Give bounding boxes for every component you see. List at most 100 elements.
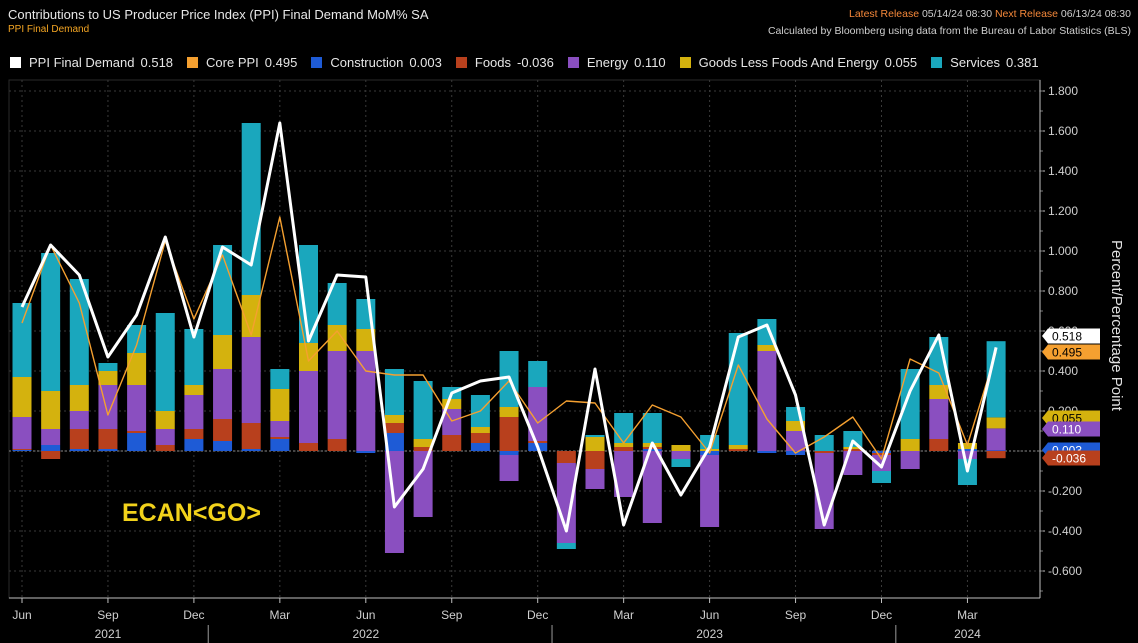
legend-swatch bbox=[567, 56, 579, 68]
legend-value: 0.518 bbox=[140, 54, 174, 70]
y-tick-label: 1.000 bbox=[1048, 244, 1078, 258]
bar-energy bbox=[184, 395, 204, 429]
line-core bbox=[21, 216, 997, 460]
bar-goods bbox=[671, 445, 691, 451]
bar-services bbox=[671, 459, 691, 467]
release-info: Latest Release 05/14/24 08:30 Next Relea… bbox=[849, 8, 1131, 20]
year-label: 2022 bbox=[352, 627, 379, 641]
bar-services bbox=[270, 369, 290, 389]
bar-goods bbox=[757, 345, 777, 351]
x-tick-label: Sep bbox=[785, 608, 807, 622]
legend-item-goods[interactable]: Goods Less Foods And Energy 0.055 bbox=[679, 55, 917, 70]
bar-goods bbox=[929, 385, 949, 399]
bar-goods bbox=[900, 439, 920, 451]
legend-label: Foods bbox=[474, 54, 512, 70]
bar-services bbox=[929, 337, 949, 385]
latest-release-value: 05/14/24 08:30 bbox=[921, 8, 993, 20]
bar-energy bbox=[900, 451, 920, 469]
bar-services bbox=[41, 253, 61, 391]
bar-foods bbox=[241, 423, 261, 449]
bar-services bbox=[213, 245, 233, 335]
bar-goods bbox=[499, 407, 519, 417]
bar-energy bbox=[556, 463, 576, 543]
bar-goods bbox=[299, 343, 318, 371]
bar-construction bbox=[872, 451, 891, 453]
legend-label: Services bbox=[950, 54, 1001, 70]
bar-construction bbox=[69, 449, 89, 451]
legend-label: Energy bbox=[586, 54, 629, 70]
legend-value: -0.036 bbox=[517, 54, 554, 70]
legend-swatch bbox=[931, 56, 943, 68]
bar-energy bbox=[127, 385, 147, 431]
legend-item-foods[interactable]: Foods -0.036 bbox=[455, 54, 554, 70]
bar-services bbox=[69, 279, 89, 385]
bar-construction bbox=[384, 433, 404, 451]
chart-subtitle: PPI Final Demand bbox=[8, 24, 90, 35]
bar-services bbox=[184, 329, 204, 385]
bar-foods bbox=[384, 423, 404, 433]
x-tick-label: Mar bbox=[957, 608, 978, 622]
bar-services bbox=[986, 341, 1006, 418]
bar-goods bbox=[356, 329, 376, 351]
bar-energy bbox=[957, 451, 977, 459]
bar-services bbox=[413, 381, 433, 439]
x-tick-label: Sep bbox=[97, 608, 119, 622]
legend-label: Construction bbox=[330, 54, 404, 70]
bar-goods bbox=[12, 377, 32, 417]
legend-value: 0.381 bbox=[1006, 54, 1039, 70]
bar-foods bbox=[213, 419, 233, 441]
bar-energy bbox=[41, 429, 61, 445]
bar-goods bbox=[41, 391, 61, 429]
bar-construction bbox=[12, 450, 32, 451]
bar-foods bbox=[499, 417, 519, 451]
bar-energy bbox=[155, 429, 175, 445]
bar-services bbox=[900, 369, 920, 439]
bar-construction bbox=[213, 441, 233, 451]
y-tick-label: -0.600 bbox=[1048, 564, 1082, 578]
bar-construction bbox=[470, 443, 490, 451]
y-tick-label: 1.400 bbox=[1048, 164, 1078, 178]
bar-foods bbox=[69, 429, 89, 449]
bar-foods bbox=[642, 447, 662, 449]
x-tick-label: Dec bbox=[871, 608, 892, 622]
bar-construction bbox=[127, 433, 147, 451]
bar-foods bbox=[442, 435, 462, 451]
legend-item-ppi[interactable]: PPI Final Demand 0.518 bbox=[10, 55, 173, 70]
legend-item-construction[interactable]: Construction 0.003 bbox=[311, 55, 442, 70]
legend-swatch bbox=[455, 56, 467, 68]
bar-energy bbox=[12, 417, 32, 449]
bar-construction bbox=[957, 449, 977, 451]
bar-energy bbox=[356, 351, 376, 451]
legend-item-core[interactable]: Core PPI 0.495 bbox=[187, 55, 297, 70]
bar-services bbox=[127, 325, 147, 353]
next-release-value: 06/13/24 08:30 bbox=[1060, 8, 1131, 20]
y-tick-label: -0.200 bbox=[1048, 484, 1082, 498]
bar-energy bbox=[757, 351, 777, 451]
bar-energy bbox=[499, 455, 519, 481]
bar-services bbox=[327, 283, 347, 325]
x-tick-label: Jun bbox=[700, 608, 719, 622]
legend-item-services[interactable]: Services 0.381 bbox=[931, 54, 1039, 70]
x-tick-label: Jun bbox=[356, 608, 375, 622]
bar-services bbox=[98, 363, 118, 371]
legend-item-energy[interactable]: Energy 0.110 bbox=[567, 54, 666, 70]
bar-goods bbox=[384, 415, 404, 423]
bar-services bbox=[12, 303, 32, 377]
y-tick-label: 1.200 bbox=[1048, 204, 1078, 218]
y-tick-label: -0.400 bbox=[1048, 524, 1082, 538]
bar-foods bbox=[41, 451, 61, 459]
bar-goods bbox=[957, 443, 977, 449]
value-tag-ppi bbox=[1042, 328, 1100, 344]
bar-construction bbox=[41, 445, 61, 451]
bar-construction bbox=[98, 449, 118, 451]
bar-energy bbox=[69, 411, 89, 429]
bar-energy bbox=[585, 469, 605, 489]
bar-foods bbox=[98, 429, 118, 449]
x-tick-label: Dec bbox=[527, 608, 548, 622]
bar-services bbox=[299, 245, 318, 343]
bar-energy bbox=[700, 455, 720, 527]
bar-goods bbox=[241, 295, 261, 337]
bar-construction bbox=[184, 439, 204, 451]
bar-foods bbox=[155, 445, 175, 451]
